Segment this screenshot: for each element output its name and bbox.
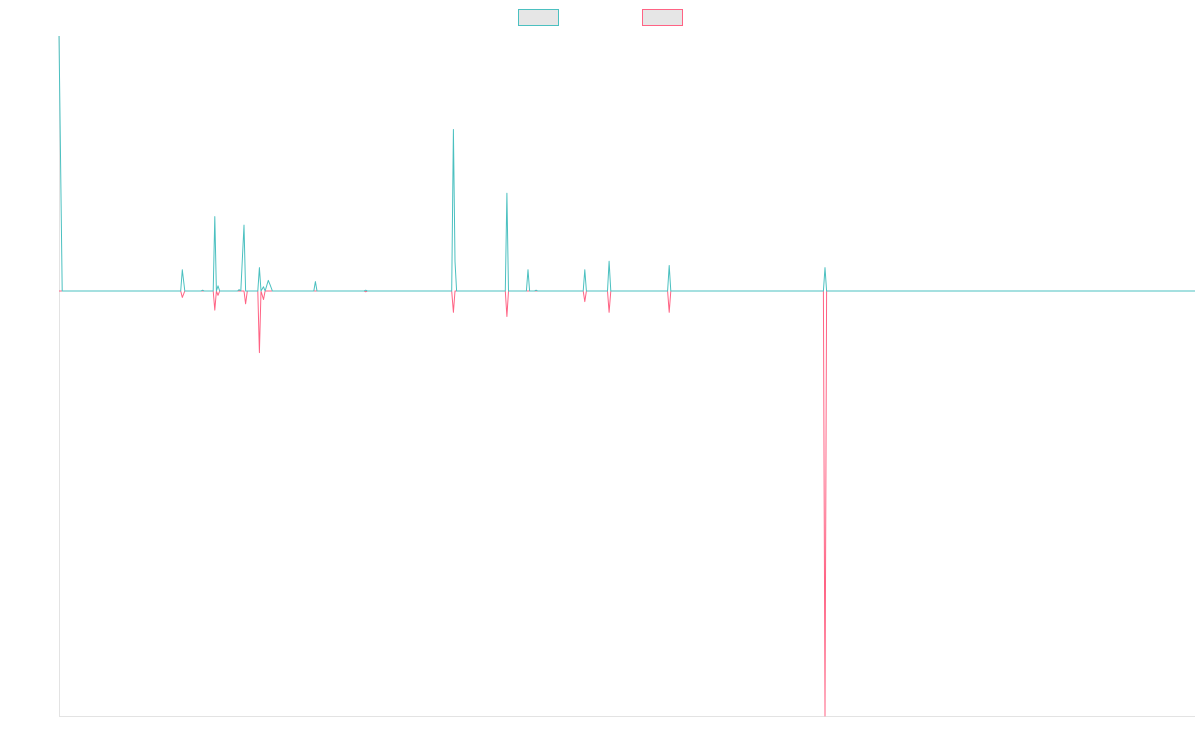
series-line-2 xyxy=(59,290,1195,717)
legend-swatch-1[interactable] xyxy=(518,9,559,26)
legend-swatch-2[interactable] xyxy=(642,9,683,26)
series-line-1 xyxy=(58,35,1195,292)
plot-area xyxy=(58,35,1195,717)
legend[interactable] xyxy=(518,9,683,26)
